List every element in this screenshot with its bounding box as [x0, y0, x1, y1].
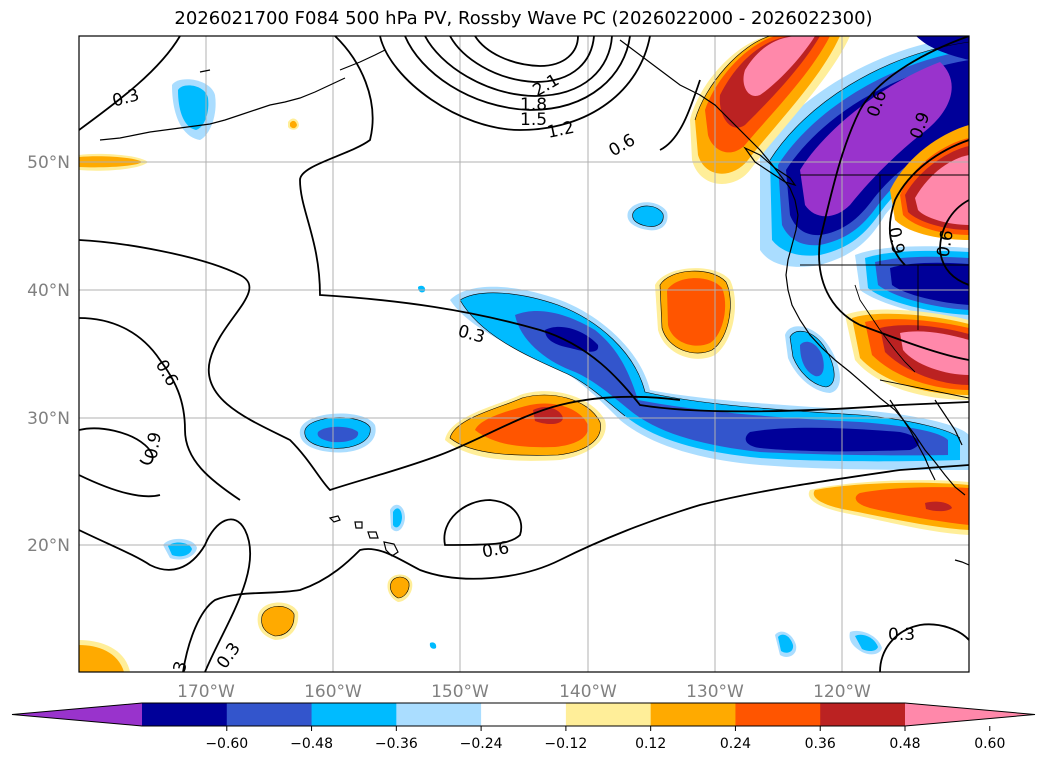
colorbar-segment [311, 703, 397, 726]
lon-label-130w: 130°W [686, 682, 744, 702]
lat-label-30n: 30°N [27, 409, 70, 429]
map-area: 0.3 2.1 1.8 1.5 1.2 0.6 0.6 0.9 0.6 0.9 … [79, 36, 969, 672]
colorbar-segment [650, 703, 736, 726]
colorbar-tick-label: −0.12 [544, 736, 587, 752]
colorbar-tick-label: −0.24 [460, 736, 503, 752]
colorbar: −0.60 −0.48 −0.36 −0.24 −0.12 0.12 0.24 0.36 0.4… [11, 702, 1036, 752]
lon-label-160w: 160°W [304, 682, 362, 702]
colorbar-tick-label: −0.60 [205, 736, 248, 752]
colorbar-tick-label: −0.48 [290, 736, 333, 752]
contour-label: 0.6 [481, 538, 511, 562]
lon-label-140w: 140°W [559, 682, 617, 702]
coastlines [99, 39, 969, 566]
map-title: 2026021700 F084 500 hPa PV, Rossby Wave … [174, 8, 873, 29]
lon-label-170w: 170°W [177, 682, 235, 702]
lon-label-150w: 150°W [431, 682, 489, 702]
colorbar-extend-low [12, 703, 142, 726]
contour-label: 1.5 [520, 110, 547, 130]
contour-label: 0.9 [884, 226, 908, 256]
colorbar-segment [820, 703, 906, 726]
latitude-labels: 50°N 40°N 30°N 20°N [27, 153, 70, 556]
colorbar-segment [142, 703, 228, 726]
contour-label: 0.3 [888, 625, 915, 645]
colorbar-tick-label: 0.48 [889, 736, 920, 752]
colorbar-segment [396, 703, 482, 726]
contour-label: 0.9 [142, 431, 166, 461]
contour-label: 0.6 [934, 229, 958, 259]
political-borders [800, 174, 969, 399]
map-frame [78, 35, 970, 673]
colorbar-tick-label: 0.60 [974, 736, 1005, 752]
lat-label-40n: 40°N [27, 281, 70, 301]
colorbar-segment [481, 703, 567, 726]
colorbar-tick-label: −0.36 [375, 736, 418, 752]
colorbar-outline [11, 702, 1036, 727]
colorbar-tick-label: 0.36 [805, 736, 836, 752]
lat-label-50n: 50°N [27, 153, 70, 173]
longitude-labels: 170°W 160°W 150°W 140°W 130°W 120°W [177, 682, 871, 702]
lat-label-20n: 20°N [27, 536, 70, 556]
pv-contours [79, 36, 969, 672]
pv-shading [79, 36, 969, 672]
colorbar-segment [565, 703, 652, 726]
colorbar-extend-high [905, 703, 1035, 726]
contour-label: 1.8 [520, 95, 547, 115]
colorbar-tick-label: 0.12 [635, 736, 666, 752]
colorbar-segment [735, 703, 821, 726]
colorbar-segment [226, 703, 313, 726]
lon-label-120w: 120°W [813, 682, 871, 702]
colorbar-tick-label: 0.24 [720, 736, 751, 752]
